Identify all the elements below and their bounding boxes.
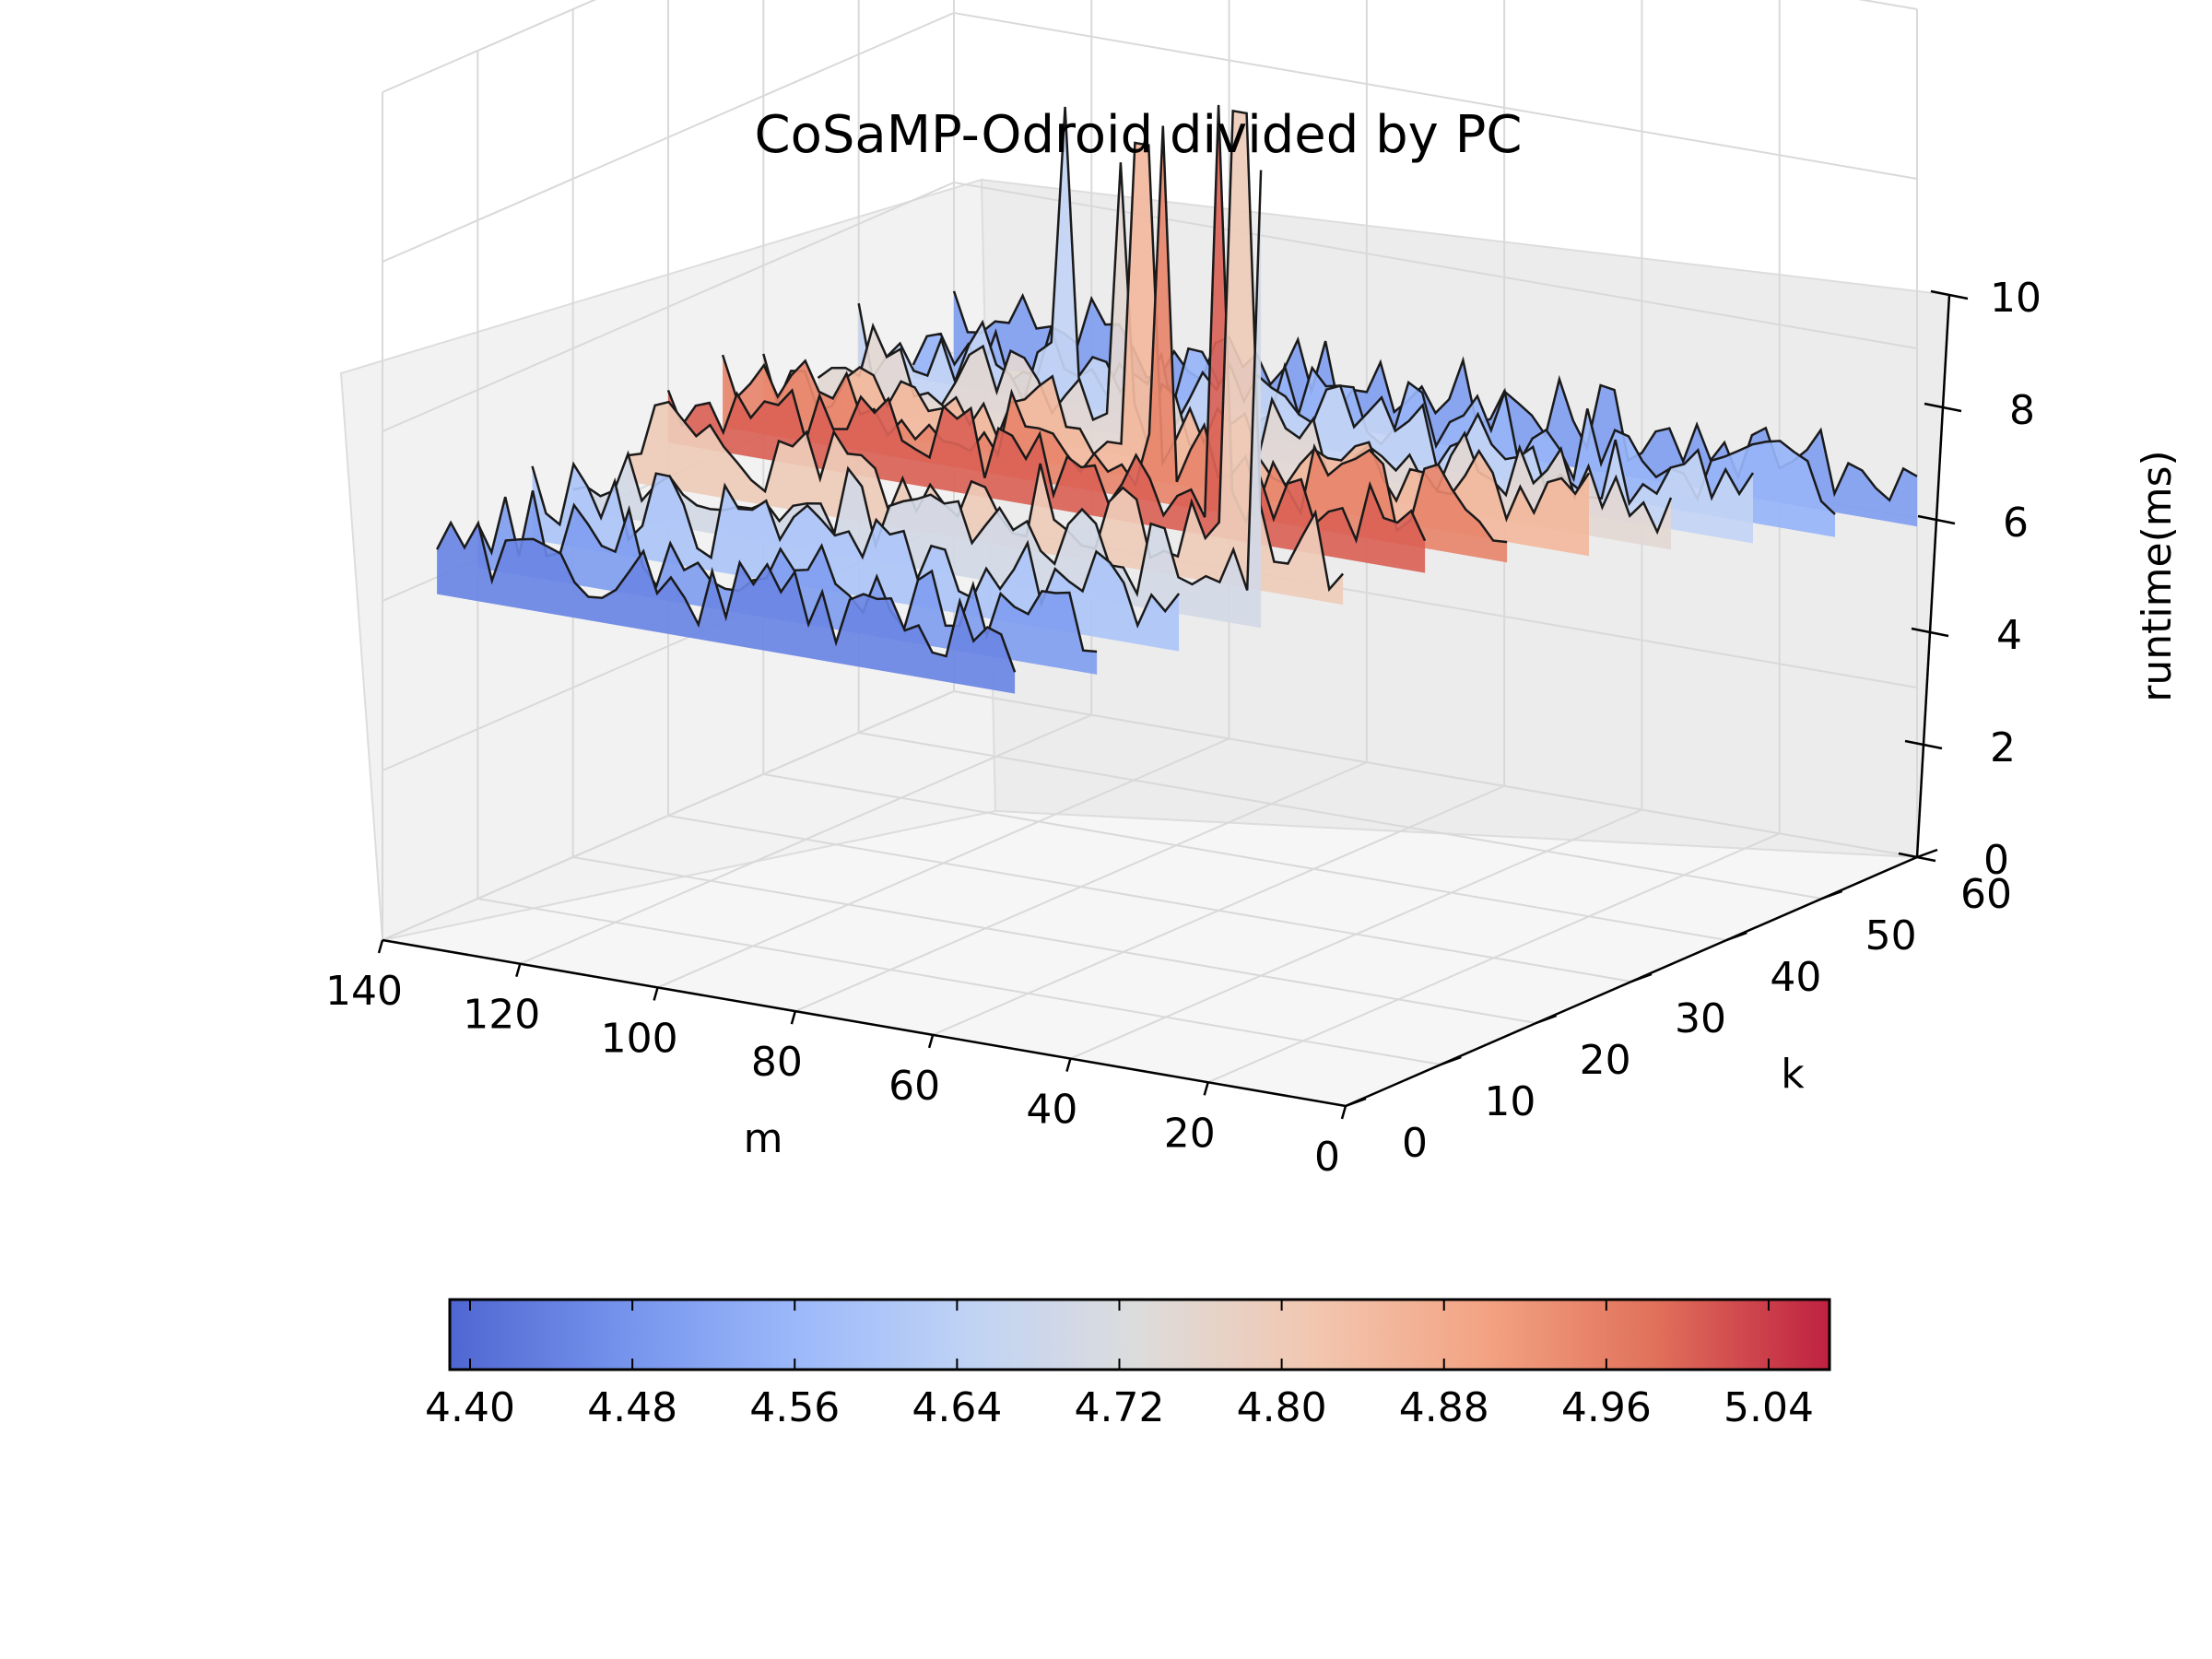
grid-line [382, 181, 1918, 432]
colorbar-tick-label: 4.72 [1075, 1384, 1165, 1431]
x-axis-title: m [744, 1115, 783, 1162]
surface-line [627, 109, 1345, 593]
z-tick-label: 4 [1996, 612, 2022, 659]
grid-line [382, 689, 1918, 941]
colorbar-tick-label: 4.64 [912, 1384, 1002, 1431]
colorbar-ticks: 4.40 4.48 4.56 4.64 4.72 4.80 4.88 4.96 5.04 [425, 1300, 1814, 1431]
y-tick-mark [1821, 889, 1843, 900]
x-tick-mark [1203, 1081, 1209, 1096]
colorbar-tick-label: 4.48 [587, 1384, 677, 1431]
colorbar-tick-label: 5.04 [1724, 1384, 1814, 1431]
y-tick-mark [1630, 972, 1653, 983]
grid-line [477, 898, 1441, 1065]
surface-line [435, 520, 1017, 673]
y-tick-label: 60 [1960, 871, 2012, 918]
surface-line [721, 125, 1508, 544]
x-tick-label: 140 [325, 968, 403, 1015]
x-tick-label: 80 [751, 1039, 803, 1086]
x-tick-mark [653, 987, 659, 1001]
grid-line [382, 11, 1918, 263]
z-tick-mark [1930, 289, 1969, 300]
z-tick-label: 0 [1983, 837, 2009, 884]
x-tick-label: 40 [1026, 1087, 1077, 1134]
y-tick-label: 10 [1484, 1078, 1535, 1125]
y-tick-mark [1535, 1014, 1558, 1025]
x-tick-label: 20 [1164, 1110, 1216, 1157]
surface-band [532, 464, 1180, 652]
colorbar-tick-label: 4.96 [1561, 1384, 1652, 1431]
z-tick-mark [1898, 852, 1936, 863]
colorbar-tick-label: 4.56 [749, 1384, 840, 1431]
y-tick-mark [1916, 848, 1938, 859]
x-tick-mark [1340, 1105, 1347, 1120]
colorbar-tick-label: 4.88 [1399, 1384, 1489, 1431]
surface-band [818, 162, 1671, 550]
surface-band [627, 111, 1344, 606]
y-tick-label: 50 [1865, 912, 1917, 959]
x-tick-mark [1065, 1058, 1072, 1072]
z-tick-label: 6 [2003, 500, 2029, 547]
surface-band [437, 523, 1016, 694]
surface-line [477, 489, 1098, 653]
grid-line [382, 0, 1918, 93]
x-tick-mark [927, 1034, 935, 1049]
y-tick-label: 0 [1402, 1120, 1428, 1167]
y-tick-label: 40 [1770, 954, 1821, 1001]
y-tick-mark [1725, 931, 1747, 942]
z-axis-ticks: 0 2 4 6 8 10 [1898, 275, 2041, 884]
z-tick-mark [1924, 402, 1962, 413]
y-tick-mark [1440, 1055, 1462, 1066]
z-tick-label: 2 [1990, 724, 2016, 771]
grid-line [763, 773, 1727, 941]
x-tick-label: 100 [601, 1015, 678, 1062]
chart-title: CoSaMP-Odroid divided by PC [755, 105, 1523, 165]
grid-line [572, 856, 1536, 1024]
x-tick-mark [377, 939, 384, 954]
z-tick-label: 10 [1990, 275, 2041, 322]
surface-line [531, 461, 1181, 629]
x-tick-label: 60 [888, 1063, 940, 1110]
z-tick-label: 8 [2009, 387, 2035, 434]
y-tick-mark [1345, 1097, 1367, 1108]
colorbar-tick-label: 4.40 [425, 1384, 515, 1431]
z-tick-mark [1904, 739, 1943, 750]
y-axis-ticks: 0 10 20 30 40 50 60 [1345, 848, 2012, 1167]
x-axis-line [382, 938, 1347, 1108]
y-axis-title: k [1781, 1051, 1805, 1098]
z-axis-line [1915, 294, 1951, 858]
x-axis-ticks: 0 20 40 60 80 100 120 140 [325, 939, 1347, 1181]
x-tick-mark [515, 963, 522, 978]
x-tick-mark [790, 1010, 797, 1025]
colorbar-tick-label: 4.80 [1237, 1384, 1327, 1431]
surface-line [572, 170, 1263, 598]
z-tick-mark [1911, 627, 1949, 638]
y-tick-label: 20 [1580, 1037, 1631, 1084]
x-tick-label: 120 [463, 992, 540, 1039]
colorbar [448, 1298, 1831, 1371]
surface [435, 104, 1918, 694]
grid-line [667, 815, 1632, 982]
x-tick-label: 0 [1314, 1134, 1340, 1181]
z-axis-title: runtime(ms) [2134, 450, 2181, 701]
surface-line [666, 104, 1427, 545]
grid-line [858, 732, 1822, 900]
z-tick-mark [1917, 514, 1956, 525]
y-tick-label: 30 [1675, 995, 1726, 1042]
